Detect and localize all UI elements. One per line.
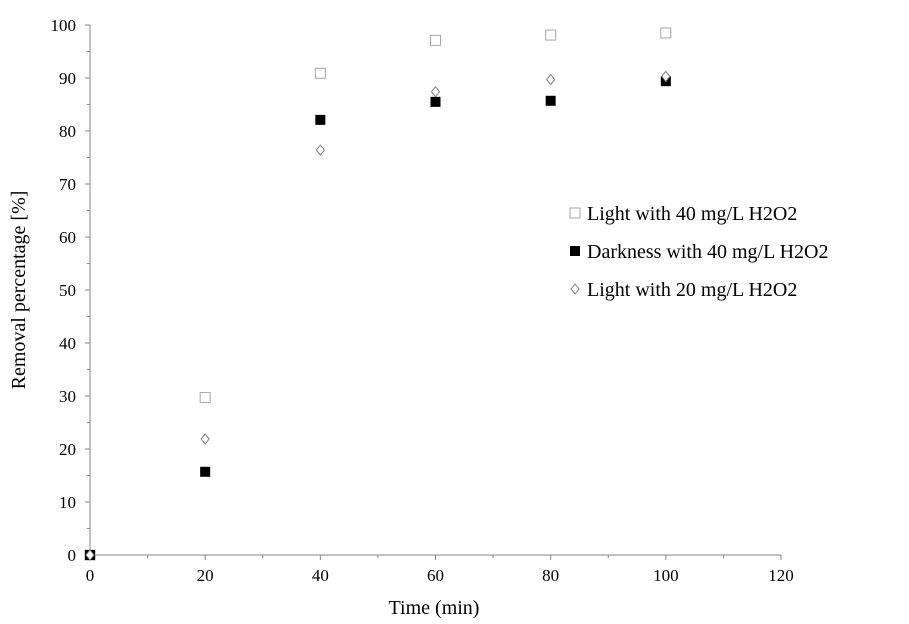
x-tick-label: 60 — [427, 566, 444, 585]
data-point — [430, 85, 441, 98]
data-point — [546, 73, 556, 86]
data-points — [84, 27, 672, 561]
y-axis-title: Removal percentage [%] — [8, 191, 30, 390]
x-axis-ticks: 0 20 40 60 80 100 120 — [86, 555, 794, 585]
data-point — [430, 96, 441, 107]
y-tick-label: 10 — [59, 493, 76, 512]
data-point — [85, 549, 95, 561]
data-point — [314, 67, 326, 79]
y-tick-label: 70 — [59, 175, 76, 194]
legend-marker — [569, 207, 581, 219]
legend-label: Light with 20 mg/L H2O2 — [587, 279, 797, 301]
data-point — [545, 95, 556, 106]
y-tick-label: 60 — [59, 228, 76, 247]
x-tick-label: 100 — [653, 566, 679, 585]
data-point — [430, 34, 441, 46]
legend-label: Light with 40 mg/L H2O2 — [587, 203, 797, 225]
data-point — [200, 466, 211, 477]
data-point — [315, 144, 325, 156]
x-tick-label: 40 — [312, 566, 329, 585]
x-axis-title: Time (min) — [389, 597, 480, 619]
x-tick-label: 80 — [542, 566, 559, 585]
data-point — [200, 433, 210, 445]
y-tick-label: 0 — [68, 546, 77, 565]
data-point — [199, 392, 211, 404]
y-tick-label: 30 — [59, 387, 76, 406]
x-tick-label: 0 — [86, 566, 95, 585]
y-tick-label: 40 — [59, 334, 76, 353]
data-point — [661, 70, 671, 83]
legend-marker — [570, 246, 580, 256]
x-tick-label: 120 — [768, 566, 794, 585]
y-tick-label: 100 — [51, 16, 77, 35]
data-point — [545, 29, 557, 41]
data-point — [315, 114, 326, 125]
y-tick-label: 50 — [59, 281, 76, 300]
y-tick-label: 90 — [59, 69, 76, 88]
y-axis-ticks: 0 10 20 30 40 50 60 70 80 90 100 — [51, 16, 90, 565]
legend: Light with 40 mg/L H2O2 Darkness with 40 … — [569, 203, 828, 301]
y-tick-label: 20 — [59, 440, 76, 459]
series-1 — [84, 27, 672, 561]
series-2 — [85, 76, 671, 560]
data-point — [660, 27, 672, 39]
series-3 — [85, 70, 671, 561]
y-tick-label: 80 — [59, 122, 76, 141]
legend-label: Darkness with 40 mg/L H2O2 — [587, 241, 828, 263]
legend-marker — [570, 283, 580, 295]
x-tick-label: 20 — [197, 566, 214, 585]
